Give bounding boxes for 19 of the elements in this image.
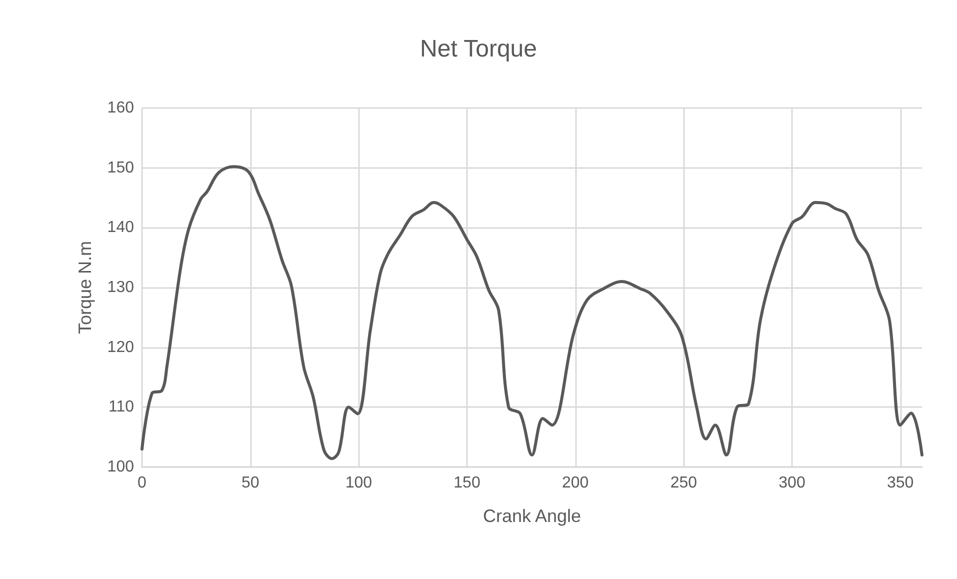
x-tick-label: 150 <box>454 474 480 492</box>
x-tick-label: 350 <box>886 474 914 492</box>
x-axis-title: Crank Angle <box>482 506 582 526</box>
y-tick-label: 160 <box>107 100 134 116</box>
x-tick-label: 100 <box>345 474 372 492</box>
y-axis-title: Torque N.m <box>75 240 95 334</box>
x-tick-label: 50 <box>241 474 260 492</box>
x-tick-label: 300 <box>778 474 806 492</box>
y-tick-label: 140 <box>107 219 134 236</box>
line-series <box>140 165 924 460</box>
y-tick-label: 130 <box>107 279 134 296</box>
y-tick-label: 120 <box>107 338 134 356</box>
chart-title: Net Torque <box>420 36 537 62</box>
y-tick-label: 150 <box>107 159 134 176</box>
x-tick-label: 200 <box>562 474 589 492</box>
y-tick-label: 110 <box>108 398 134 416</box>
y-tick-label: 100 <box>107 458 134 476</box>
x-tick-label: 0 <box>138 474 147 492</box>
x-tick-label: 250 <box>670 474 698 492</box>
